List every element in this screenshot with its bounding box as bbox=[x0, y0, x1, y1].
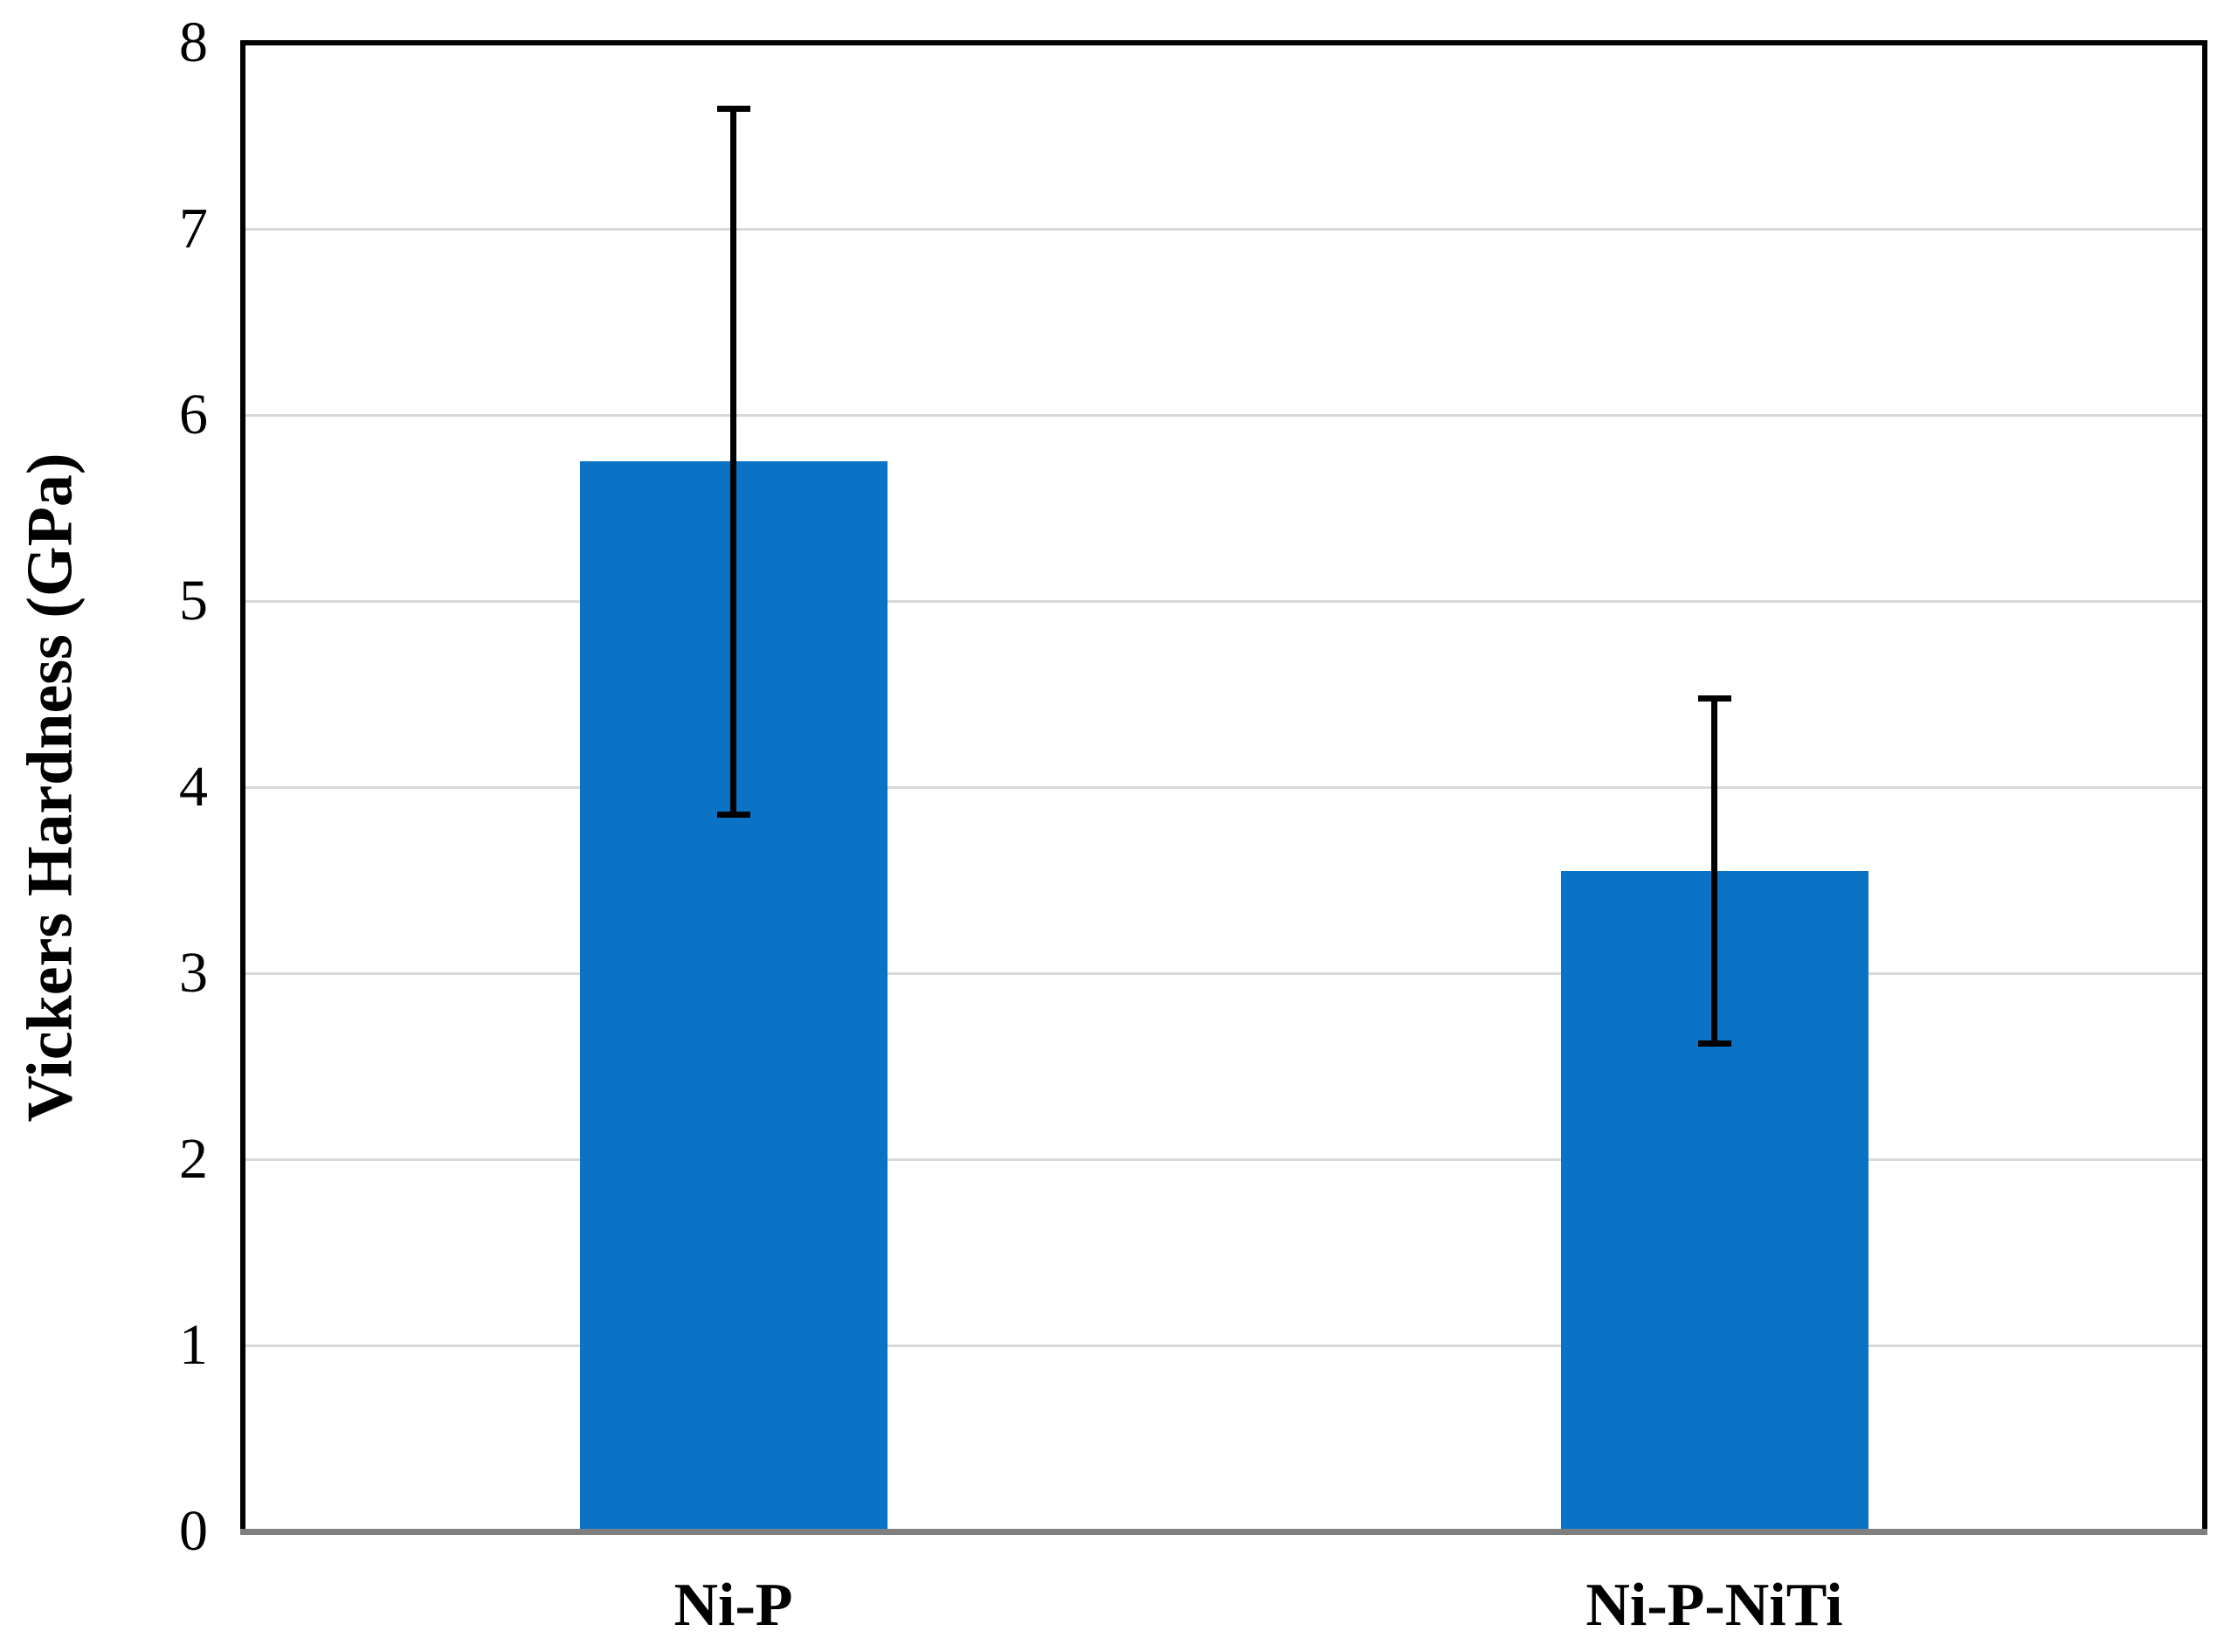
gridline-y-1 bbox=[243, 1344, 2205, 1347]
gridline-y-2 bbox=[243, 1158, 2205, 1161]
y-tick-label-7: 7 bbox=[179, 197, 208, 260]
x-axis-line bbox=[240, 1529, 2207, 1535]
plot-border-top bbox=[240, 40, 2207, 45]
gridline-y-5 bbox=[243, 599, 2205, 603]
plot-border-right bbox=[2202, 40, 2207, 1534]
category-label-Ni-P-NiTi: Ni-P-NiTi bbox=[1585, 1572, 1843, 1639]
y-tick-label-2: 2 bbox=[179, 1127, 208, 1191]
error-bar-Ni-P bbox=[730, 107, 736, 815]
error-bar-cap-top-Ni-P-NiTi bbox=[1697, 695, 1731, 702]
error-bar-Ni-P-NiTi bbox=[1711, 697, 1717, 1044]
y-tick-label-6: 6 bbox=[179, 383, 208, 446]
y-tick-label-3: 3 bbox=[179, 941, 208, 1005]
plot-area bbox=[240, 40, 2207, 1535]
y-tick-label-0: 0 bbox=[179, 1499, 208, 1563]
error-bar-cap-top-Ni-P bbox=[716, 105, 750, 112]
gridline-y-4 bbox=[243, 785, 2205, 789]
y-tick-label-4: 4 bbox=[179, 755, 208, 819]
gridline-y-3 bbox=[243, 971, 2205, 975]
y-tick-label-1: 1 bbox=[179, 1313, 208, 1377]
error-bar-cap-bottom-Ni-P bbox=[716, 811, 750, 818]
gridline-y-6 bbox=[243, 413, 2205, 417]
category-label-Ni-P: Ni-P bbox=[673, 1572, 793, 1639]
y-axis-line bbox=[240, 40, 245, 1534]
gridline-y-7 bbox=[243, 227, 2205, 231]
error-bar-cap-bottom-Ni-P-NiTi bbox=[1697, 1040, 1731, 1047]
y-tick-label-5: 5 bbox=[179, 569, 208, 632]
y-tick-label-8: 8 bbox=[179, 10, 208, 74]
